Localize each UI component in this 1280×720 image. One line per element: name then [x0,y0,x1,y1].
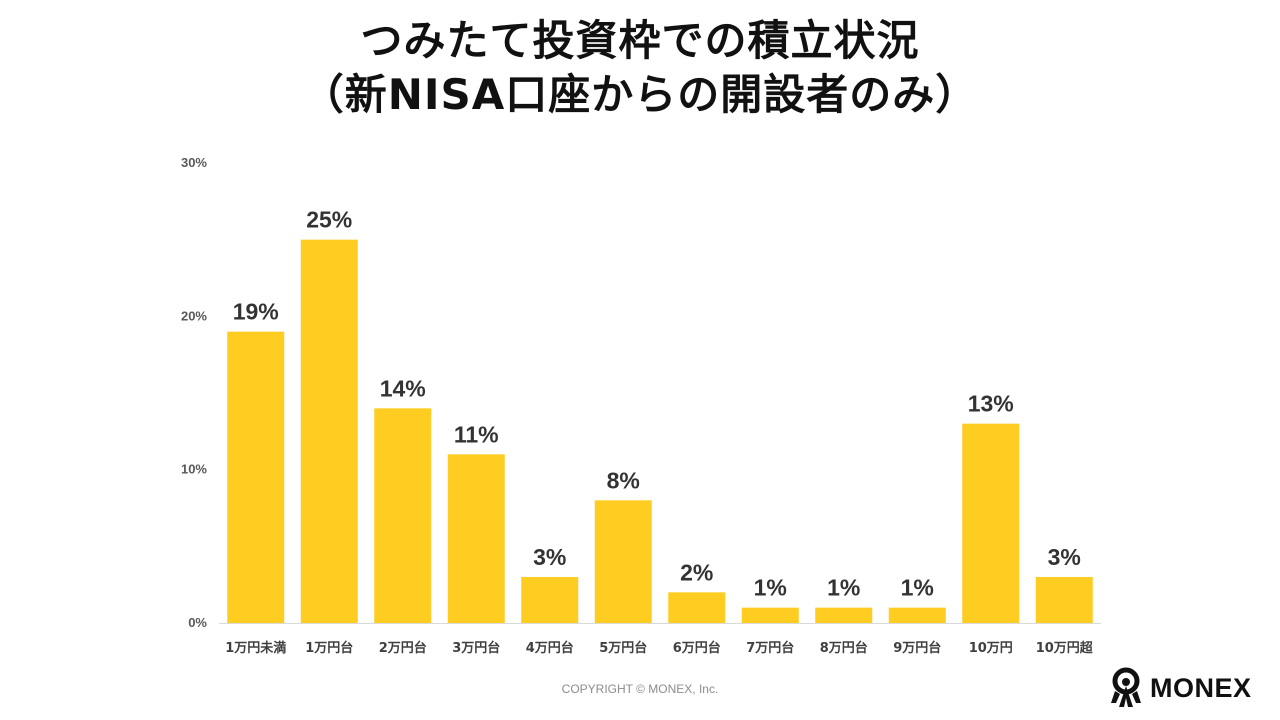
bar [1035,577,1093,623]
x-tick-label: 1万円未満 [225,640,286,656]
x-tick-label: 1万円台 [305,640,353,656]
y-tick-label: 0% [188,615,207,630]
data-label: 11% [454,421,499,447]
data-label: 13% [968,391,1014,417]
title-line-1: つみたて投資枠での積立状況 [360,16,920,65]
data-label: 25% [306,207,352,233]
x-tick-label: 7万円台 [746,640,794,656]
data-label: 2% [680,559,713,585]
x-tick-label: 2万円台 [379,640,427,656]
data-label: 1% [901,575,934,601]
data-label: 19% [233,299,279,325]
y-tick-label: 20% [181,308,207,323]
x-tick-label: 3万円台 [452,640,500,656]
x-tick-label: 8万円台 [820,640,868,656]
bar [521,577,579,623]
x-tick-label: 10万円 [969,641,1013,656]
bar [374,408,432,623]
bar [668,592,726,623]
data-label: 1% [827,575,860,601]
monex-logo-text: MONEX [1150,672,1252,703]
x-tick-label: 10万円超 [1036,640,1094,656]
bar [300,239,358,623]
data-label: 14% [380,375,426,401]
x-tick-label: 5万円台 [599,640,647,656]
copyright-notice: COPYRIGHT © MONEX, Inc. [561,682,719,696]
data-label: 1% [754,575,787,601]
chart-title: つみたて投資枠での積立状況 （新NISA口座からの開設者のみ） [0,14,1280,122]
y-tick-label: 10% [181,462,207,477]
x-tick-label: 4万円台 [526,640,574,656]
bar [447,454,505,623]
x-tick-label: 9万円台 [893,640,941,656]
bar [888,607,946,623]
bar [594,500,652,623]
data-label: 3% [1048,544,1081,570]
monex-person-icon [1111,667,1141,707]
title-line-2: （新NISA口座からの開設者のみ） [301,70,979,119]
data-label: 8% [607,467,640,493]
bar [815,607,873,623]
bar [962,423,1020,623]
bar [227,331,285,623]
monex-logo: MONEX [1108,664,1268,712]
bar [741,607,799,623]
x-tick-label: 6万円台 [673,640,721,656]
data-label: 3% [533,544,566,570]
y-tick-label: 30% [181,155,207,170]
